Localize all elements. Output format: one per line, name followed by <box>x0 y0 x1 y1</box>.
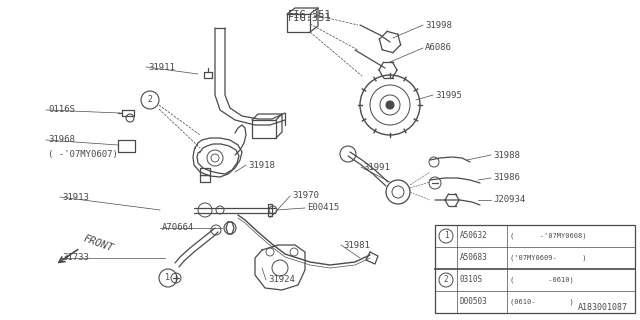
Text: FIG.351: FIG.351 <box>288 10 332 20</box>
Text: 31913: 31913 <box>62 193 89 202</box>
Text: FRONT: FRONT <box>82 234 115 254</box>
Text: 31970: 31970 <box>292 191 319 201</box>
Text: 31998: 31998 <box>425 20 452 29</box>
Text: J20934: J20934 <box>493 196 525 204</box>
Text: 31988: 31988 <box>493 150 520 159</box>
Text: 2: 2 <box>147 95 152 105</box>
Text: ( -'07MY0607): ( -'07MY0607) <box>48 150 118 159</box>
Text: (        -0610): ( -0610) <box>510 277 573 283</box>
Text: 31968: 31968 <box>48 135 75 145</box>
Text: (      -'07MY0608): ( -'07MY0608) <box>510 233 586 239</box>
Bar <box>435 225 635 313</box>
Text: A50632: A50632 <box>460 231 488 241</box>
Text: A50683: A50683 <box>460 253 488 262</box>
Text: 1: 1 <box>166 274 170 283</box>
Text: FIG.351: FIG.351 <box>288 13 332 23</box>
Text: 31986: 31986 <box>493 173 520 182</box>
Text: 31924: 31924 <box>268 276 295 284</box>
Text: 0310S: 0310S <box>460 276 483 284</box>
Circle shape <box>386 101 394 109</box>
Text: 31991: 31991 <box>363 163 390 172</box>
Text: 31995: 31995 <box>435 91 462 100</box>
Text: 31733: 31733 <box>62 253 89 262</box>
Text: 0116S: 0116S <box>48 106 75 115</box>
Text: 31981: 31981 <box>343 241 370 250</box>
Text: A183001087: A183001087 <box>578 303 628 313</box>
Text: ('07MY0609-      ): ('07MY0609- ) <box>510 255 586 261</box>
Text: 1: 1 <box>444 231 448 241</box>
Text: A70664: A70664 <box>162 223 195 233</box>
Text: 31918: 31918 <box>248 161 275 170</box>
Text: D00503: D00503 <box>460 298 488 307</box>
Text: (0610-        ): (0610- ) <box>510 299 573 305</box>
Text: A6086: A6086 <box>425 44 452 52</box>
Text: E00415: E00415 <box>307 204 339 212</box>
Text: 31911: 31911 <box>148 62 175 71</box>
Text: 2: 2 <box>444 276 448 284</box>
